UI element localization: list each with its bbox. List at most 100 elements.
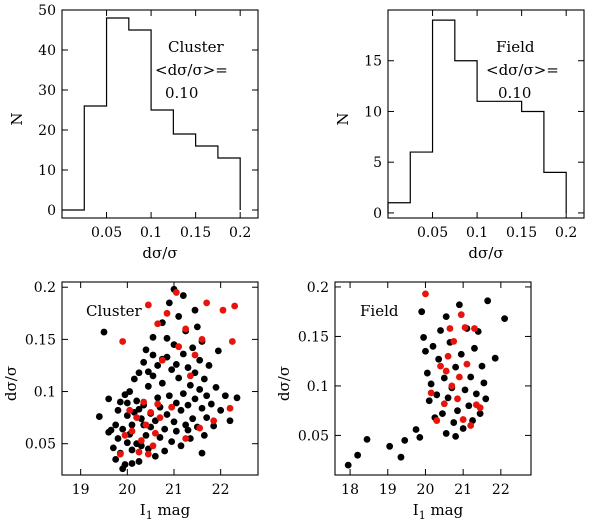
scatter-cluster-point-black <box>189 415 197 423</box>
scatter-cluster-ylabel: dσ/σ <box>2 366 20 401</box>
scatter-field-point-black <box>501 315 509 323</box>
hist-field-histogram-steps <box>387 19 567 213</box>
scatter-field-point-red <box>448 382 456 390</box>
scatter-cluster-point-black <box>203 392 211 400</box>
scatter-cluster-point-black <box>179 390 187 398</box>
scatter-cluster-point-red <box>182 325 190 333</box>
scatter-cluster-point-red <box>137 437 145 444</box>
scatter-field-point-black <box>467 373 475 381</box>
scatter-cluster-point-black <box>144 382 152 390</box>
scatter-field-point-black <box>418 308 426 316</box>
scatter-cluster-point-black <box>172 399 180 407</box>
scatter-cluster-point-red <box>116 450 124 458</box>
hist-cluster-panel: 0.05 0.1 0.15 0.2 0 10 20 30 40 50 dσ/σ N Cluster <dσ… <box>8 3 259 262</box>
scatter-cluster-point-red <box>226 404 234 412</box>
scatter-cluster-point-black <box>189 344 197 352</box>
scatter-cluster-point-red <box>231 302 239 310</box>
scatter-cluster-point-black <box>163 411 171 418</box>
hist-cluster-frame <box>61 9 259 219</box>
scatter-cluster-point-red <box>147 409 155 416</box>
scatter-cluster-point-black <box>184 401 192 409</box>
scatter-cluster-xlabel: I1 mag <box>140 501 191 521</box>
scatter-cluster-point-black <box>112 421 120 429</box>
scatter-cluster-point-black <box>198 404 206 412</box>
scatter-cluster-point-black <box>114 435 122 442</box>
scatter-cluster-point-red <box>172 289 180 296</box>
scatter-cluster-point-black <box>191 306 199 314</box>
scatter-field-point-red <box>463 360 471 368</box>
scatter-field-ytick-label: 0.2 <box>307 280 329 296</box>
scatter-field-ytick-label: 0.05 <box>298 428 329 444</box>
scatter-field-point-black <box>397 453 405 461</box>
scatter-cluster-point-red <box>228 338 236 345</box>
scatter-field-point-black <box>452 363 460 371</box>
scatter-field-point-black <box>478 362 486 370</box>
scatter-cluster-point-black <box>128 460 136 467</box>
scatter-field-ylabel: dσ/σ <box>275 366 293 401</box>
scatter-field-point-red <box>427 389 435 397</box>
scatter-field-point-black <box>416 433 424 441</box>
scatter-cluster-point-black <box>210 422 218 430</box>
scatter-field-panel: 18 19 20 21 22 0.05 0.1 0.15 0.2 I1 mag dσ/σ Field <box>275 280 532 521</box>
hist-cluster-ytick-label: 0 <box>47 203 56 219</box>
scatter-cluster-point-black <box>135 369 143 377</box>
hist-cluster-bin <box>196 146 218 210</box>
hist-field-bin <box>522 111 544 212</box>
hist-cluster-ytick-label: 10 <box>38 163 56 179</box>
hist-cluster-xlabel: dσ/σ <box>142 244 177 262</box>
scatter-field-point-red <box>444 352 452 360</box>
scatter-cluster-point-red <box>196 424 204 432</box>
scatter-cluster-point-black <box>205 362 213 369</box>
scatter-cluster-point-black <box>149 333 157 341</box>
scatter-field-point-black <box>437 327 444 334</box>
scatter-cluster-point-black <box>116 398 124 406</box>
hist-field-annotation-value: 0.10 <box>498 84 531 102</box>
scatter-field-point-black <box>472 390 480 398</box>
hist-cluster-bin <box>84 106 106 210</box>
scatter-cluster-point-black <box>184 426 192 434</box>
scatter-cluster-point-black <box>121 461 129 468</box>
scatter-field-point-red <box>471 325 478 332</box>
scatter-cluster-point-red <box>151 429 159 437</box>
scatter-field-xtick-label: 19 <box>379 482 397 498</box>
scatter-cluster-point-black <box>109 444 117 452</box>
hist-cluster-ytick-label: 40 <box>38 43 56 59</box>
hist-field-ylabel: N <box>334 112 352 125</box>
scatter-field-point-red <box>461 324 469 331</box>
scatter-cluster-point-black <box>137 442 145 450</box>
scatter-cluster-point-red <box>133 414 141 422</box>
scatter-cluster-point-black <box>217 406 225 414</box>
scatter-field-point-black <box>440 374 448 382</box>
scatter-cluster-point-black <box>165 299 173 307</box>
scatter-cluster-point-black <box>142 431 150 439</box>
hist-cluster-annotation-name: Cluster <box>168 38 225 56</box>
scatter-cluster-point-black <box>184 364 192 371</box>
scatter-cluster-point-black <box>200 431 208 439</box>
scatter-field-point-red <box>476 404 484 412</box>
scatter-cluster-point-black <box>182 421 190 429</box>
scatter-cluster-point-black <box>158 379 166 387</box>
scatter-field-point-black <box>427 380 435 388</box>
scatter-cluster-point-black <box>172 427 180 435</box>
scatter-field-point-black <box>457 350 465 358</box>
scatter-cluster-point-black <box>186 381 194 389</box>
scatter-field-point-black <box>439 410 446 418</box>
hist-field-frame <box>387 9 585 219</box>
hist-cluster-ylabel: N <box>8 112 26 125</box>
hist-cluster-annotation-stat: <dσ/σ>= <box>155 61 228 79</box>
scatter-field-point-black <box>420 334 427 341</box>
scatter-field-point-black <box>454 407 461 415</box>
scatter-cluster-point-red <box>142 421 150 429</box>
hist-cluster-bin <box>218 158 240 210</box>
scatter-field-point-black <box>386 442 394 450</box>
scatter-cluster-point-black <box>179 292 187 299</box>
scatter-field-point-red <box>459 416 467 423</box>
hist-cluster-ytick-label: 50 <box>38 3 56 19</box>
scatter-cluster-point-red <box>126 406 134 414</box>
scatter-cluster-point-black <box>193 323 201 331</box>
scatter-cluster-point-red <box>158 356 166 364</box>
scatter-cluster-frame <box>61 281 259 476</box>
scatter-cluster-point-black <box>168 438 176 446</box>
scatter-cluster-ytick-label: 0.15 <box>25 332 56 348</box>
